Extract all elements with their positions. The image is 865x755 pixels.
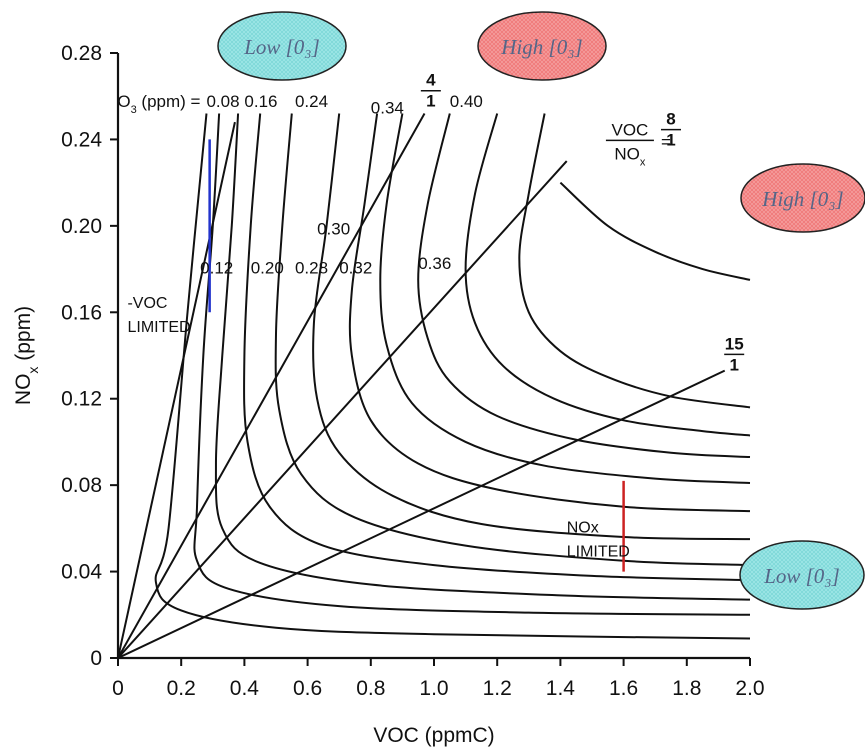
callout-text: Low [0₃]	[763, 564, 840, 588]
callout-text: High [0₃]	[761, 187, 843, 211]
y-tick-label: 0.12	[61, 388, 102, 411]
callouts: Low [0₃] High [0₃] High [0₃] Low [0₃]	[217, 11, 865, 610]
isopleth-0.32	[379, 113, 751, 484]
y-tick-label: 0.20	[61, 215, 102, 238]
isopleth-label: 0.12	[200, 258, 233, 277]
ratio-lines: 4 1 8 1 15 1 VOC NOx =	[117, 71, 745, 659]
isopleth-0.28	[312, 113, 751, 541]
ratio-fraction-equals: =	[661, 132, 671, 151]
isopleth-0.20	[243, 113, 751, 582]
x-tick-label: 1.2	[483, 677, 512, 700]
callout-text: High [0₃]	[500, 35, 582, 59]
callout-high-right: High [0₃]	[740, 163, 865, 233]
isopleths	[154, 113, 751, 640]
callout-bubble	[217, 11, 347, 81]
ratio-line	[117, 113, 426, 659]
isopleth-0.36	[464, 113, 751, 437]
ratio-label-denominator: 1	[729, 355, 738, 374]
x-tick-label: 1.0	[419, 677, 448, 700]
callout-bubble	[740, 163, 865, 233]
chart-labels: O3 (ppm) = 0.08 0.16 0.24 0.34 0.40 0.30 0.12 0.…	[117, 92, 630, 561]
callout-text: Low [0₃]	[243, 35, 320, 59]
isopleth-0.34	[417, 113, 751, 459]
isopleth-label: 0.30	[317, 220, 350, 239]
isopleth-label: 0.08	[206, 92, 239, 111]
isopleth-label: 0.16	[244, 92, 277, 111]
y-tick-label: 0.04	[61, 561, 102, 584]
isopleth-label: 0.40	[450, 92, 483, 111]
x-tick-label: 1.4	[546, 677, 576, 700]
ratio-label-numerator: 15	[725, 334, 744, 353]
isopleth-label: 0.34	[371, 99, 404, 118]
region-label: LIMITED	[127, 319, 190, 336]
y-tick-label: 0.24	[61, 128, 102, 151]
x-axis-title: VOC (ppmC)	[373, 724, 494, 747]
callout-bubble	[739, 540, 865, 610]
range-markers	[208, 139, 625, 572]
x-tick-label: 2.0	[735, 677, 764, 700]
ratio-fraction-denominator: NOx	[614, 144, 646, 168]
x-tick-label: 0	[112, 677, 124, 700]
y-tick-label: 0.08	[61, 474, 102, 497]
ratio-label-numerator: 4	[426, 71, 436, 90]
y-tick-label: 0	[90, 647, 102, 670]
y-tick-label: 0.28	[61, 42, 102, 65]
ratio-line	[117, 160, 568, 659]
region-label: LIMITED	[567, 544, 630, 561]
ratio-label-denominator: 1	[426, 92, 435, 111]
isopleth-0.12	[193, 113, 751, 616]
isopleth-0.40	[559, 181, 751, 281]
isopleth-label: 0.20	[251, 258, 284, 277]
callout-low-bottom: Low [0₃]	[739, 540, 865, 610]
ratio-label-denominator: 1	[666, 131, 675, 150]
isopleth-0.16	[214, 113, 751, 601]
isopleth-label: 0.36	[418, 254, 451, 273]
isopleth-label: 0.32	[339, 258, 372, 277]
ratio-fraction-numerator: VOC	[611, 120, 648, 139]
ratio-line	[117, 369, 726, 659]
isopleth-0.08	[154, 113, 751, 640]
y-axis-title: NOx (ppm)	[12, 306, 41, 405]
x-tick-label: 1.8	[672, 677, 701, 700]
x-tick-label: 0.6	[293, 677, 322, 700]
isopleth-label: 0.28	[295, 258, 328, 277]
axes: 0 0.04 0.08 0.12 0.16 0.20 0.24 0.28 0 0.2 0.4 0.6 0…	[12, 42, 765, 747]
x-tick-label: 0.2	[167, 677, 196, 700]
ratio-label-numerator: 8	[666, 110, 675, 129]
x-tick-label: 0.8	[356, 677, 385, 700]
callout-low-top: Low [0₃]	[217, 11, 347, 81]
callout-bubble	[477, 11, 607, 81]
isopleth-0.30	[348, 113, 751, 513]
o3-prefix-label: O3 (ppm) =	[117, 92, 200, 116]
isopleth-0.24	[274, 113, 751, 567]
x-tick-label: 0.4	[230, 677, 260, 700]
isopleth-0.38	[518, 113, 751, 409]
x-tick-label: 1.6	[609, 677, 638, 700]
isopleth-label: 0.24	[295, 92, 328, 111]
region-label: NOx	[567, 520, 599, 537]
ratio-line	[117, 121, 236, 659]
region-label: ‐VOC	[127, 295, 167, 312]
callout-high-top: High [0₃]	[477, 11, 607, 81]
y-tick-label: 0.16	[61, 301, 102, 324]
